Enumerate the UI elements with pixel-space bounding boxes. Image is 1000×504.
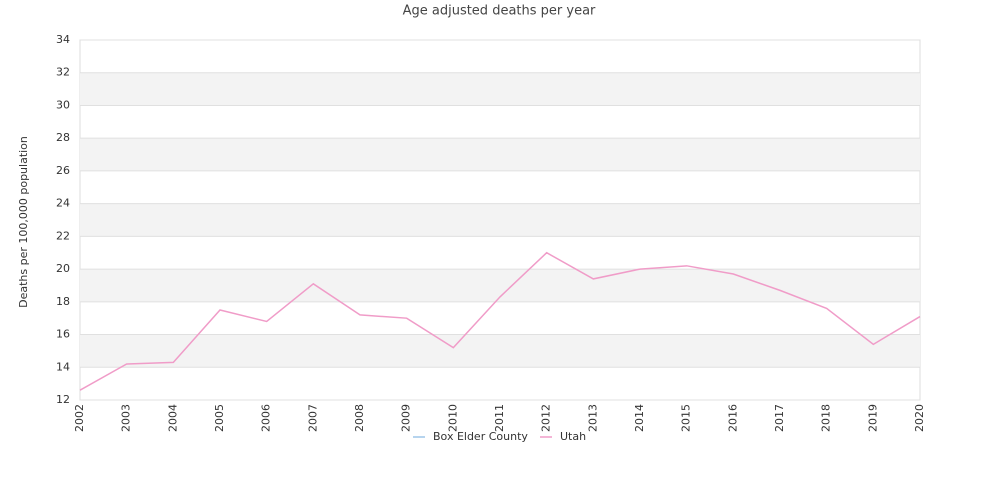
x-tick-label: 2003: [120, 404, 133, 432]
x-tick-label: 2004: [166, 404, 179, 432]
x-tick-label: 2006: [260, 404, 273, 432]
x-tick-label: 2014: [633, 404, 646, 432]
x-tick-label: 2017: [773, 404, 786, 432]
y-tick-label: 12: [56, 393, 70, 406]
x-tick-label: 2011: [493, 404, 506, 432]
legend-label: Box Elder County: [433, 430, 528, 443]
x-tick-label: 2015: [680, 404, 693, 432]
x-tick-label: 2012: [540, 404, 553, 432]
x-tick-label: 2008: [353, 404, 366, 432]
y-tick-label: 26: [56, 164, 70, 177]
grid-band: [80, 203, 920, 237]
grid-band: [80, 334, 920, 368]
y-tick-label: 24: [56, 197, 70, 210]
grid-band: [80, 138, 920, 171]
x-tick-label: 2019: [866, 404, 879, 432]
y-tick-label: 14: [56, 360, 70, 373]
y-tick-label: 22: [56, 229, 70, 242]
x-tick-label: 2018: [820, 404, 833, 432]
chart-title: Age adjusted deaths per year: [403, 4, 596, 19]
series-line: [79, 251, 921, 391]
y-axis-label: Deaths per 100,000 population: [17, 136, 30, 308]
y-tick-label: 30: [56, 98, 70, 111]
x-tick-label: 2010: [446, 404, 459, 432]
grid-band: [80, 72, 920, 106]
y-tick-label: 28: [56, 131, 70, 144]
y-tick-label: 34: [56, 33, 70, 46]
x-tick-label: 2002: [73, 404, 86, 432]
legend-label: Utah: [560, 430, 586, 443]
y-tick-label: 20: [56, 262, 70, 275]
y-tick-label: 16: [56, 328, 70, 341]
x-tick-label: 2020: [913, 404, 926, 432]
x-tick-label: 2013: [586, 404, 599, 432]
y-tick-label: 18: [56, 295, 70, 308]
x-tick-label: 2007: [306, 404, 319, 432]
x-tick-label: 2016: [726, 404, 739, 432]
x-tick-label: 2009: [400, 404, 413, 432]
x-tick-label: 2005: [213, 404, 226, 432]
y-tick-label: 32: [56, 66, 70, 79]
